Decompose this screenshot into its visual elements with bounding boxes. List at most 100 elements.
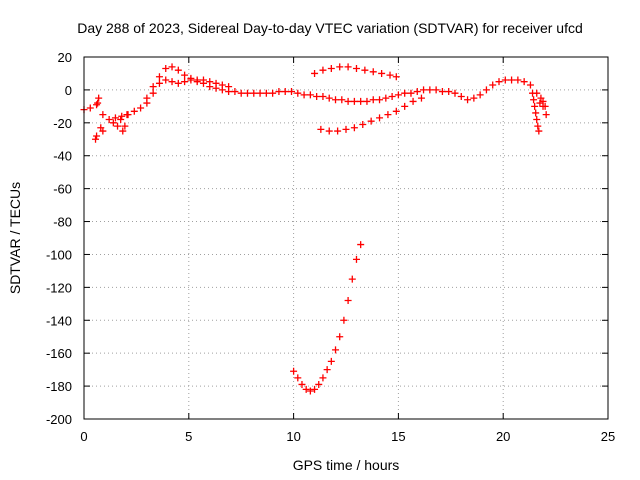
data-point [109, 119, 117, 127]
data-point [269, 89, 277, 97]
data-point [338, 96, 346, 104]
data-point [533, 116, 541, 124]
data-point [162, 76, 170, 84]
data-point [451, 89, 459, 97]
data-point [250, 89, 258, 97]
data-point [317, 125, 325, 133]
data-point [174, 79, 182, 87]
data-point [401, 89, 409, 97]
data-point [119, 127, 127, 135]
data-point [407, 89, 415, 97]
data-point [121, 122, 129, 130]
data-point [514, 76, 522, 84]
data-point [344, 97, 352, 105]
data-point [294, 89, 302, 97]
data-point [532, 109, 540, 117]
data-point [319, 92, 327, 100]
data-point [413, 88, 421, 96]
series-main-band [80, 76, 547, 124]
data-point [352, 65, 360, 73]
data-point [193, 76, 201, 84]
data-point [357, 97, 365, 105]
data-point [206, 78, 214, 86]
data-point [325, 127, 333, 135]
x-tick-label: 20 [496, 429, 510, 444]
data-point [350, 97, 358, 105]
grid-lines [84, 57, 608, 419]
data-point [539, 97, 547, 105]
data-point [306, 387, 314, 395]
data-point [394, 91, 402, 99]
data-point [302, 385, 310, 393]
data-point [482, 86, 490, 94]
data-point [315, 380, 323, 388]
data-point [531, 102, 539, 110]
data-point [392, 73, 400, 81]
data-point [536, 99, 544, 107]
data-point [367, 117, 375, 125]
data-point [401, 102, 409, 110]
data-point [476, 91, 484, 99]
data-point [298, 380, 306, 388]
x-axis-label: GPS time / hours [293, 457, 400, 473]
series-afternoon-upper [311, 63, 400, 81]
data-point [300, 91, 308, 99]
data-point [99, 111, 107, 119]
data-point [243, 89, 251, 97]
data-point [319, 66, 327, 74]
series-early-scatter [92, 94, 131, 143]
y-tick-label: -80 [53, 215, 72, 230]
data-point [386, 71, 394, 79]
y-tick-labels: 20 0 -20 -40 -60 -80 -100 -120 -140 -160 -180 -200 [46, 50, 72, 427]
x-tick-label: 0 [80, 429, 87, 444]
data-point [336, 63, 344, 71]
data-point [501, 76, 509, 84]
data-point [426, 86, 434, 94]
data-point [225, 83, 233, 91]
data-point [168, 78, 176, 86]
data-point [311, 385, 319, 393]
data-point [376, 96, 384, 104]
y-tick-label: 0 [65, 83, 72, 98]
data-point [535, 127, 543, 135]
data-point [99, 127, 107, 135]
data-point [350, 124, 358, 132]
data-point [542, 111, 550, 119]
axis-ticks [83, 56, 609, 420]
series-deep-dip [290, 241, 365, 395]
data-point [123, 111, 131, 119]
data-point [325, 94, 333, 102]
data-point [344, 297, 352, 305]
data-point [361, 66, 369, 74]
data-point [237, 89, 245, 97]
data-point [409, 97, 417, 105]
data-point [162, 65, 170, 73]
data-point [155, 79, 163, 87]
x-tick-label: 15 [391, 429, 405, 444]
y-tick-label: -200 [46, 412, 72, 427]
data-point [352, 255, 360, 263]
data-point [212, 79, 220, 87]
data-point [417, 94, 425, 102]
data-point [231, 88, 239, 96]
data-point [541, 102, 549, 110]
x-tick-label: 10 [286, 429, 300, 444]
data-point [117, 116, 125, 124]
data-point [344, 63, 352, 71]
data-point [359, 120, 367, 128]
y-tick-label: -60 [53, 182, 72, 197]
data-point [336, 333, 344, 341]
data-point [432, 86, 440, 94]
data-point [384, 111, 392, 119]
y-tick-label: -40 [53, 149, 72, 164]
data-point [118, 112, 126, 120]
data-point [181, 71, 189, 79]
data-point [105, 116, 113, 124]
data-point [369, 96, 377, 104]
data-point [348, 275, 356, 283]
data-point [313, 92, 321, 100]
data-point [369, 68, 377, 76]
data-point [388, 92, 396, 100]
data-point [174, 66, 182, 74]
